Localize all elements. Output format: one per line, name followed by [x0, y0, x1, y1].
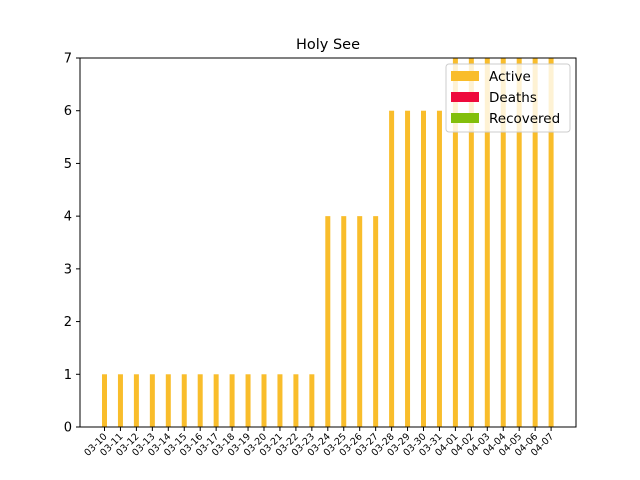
bar-active-03-10 — [102, 374, 107, 427]
bar-active-03-20 — [261, 374, 267, 427]
bar-active-03-27 — [373, 216, 379, 427]
bar-active-03-24 — [325, 216, 331, 427]
bar-active-03-26 — [357, 216, 363, 427]
bar-active-03-14 — [165, 374, 171, 427]
chart-title: Holy See — [296, 37, 360, 53]
bar-active-03-22 — [293, 374, 299, 427]
plot-frame — [79, 57, 577, 428]
bar-active-03-19 — [245, 374, 251, 427]
y-tick-label: 3 — [64, 262, 72, 277]
bar-active-03-12 — [133, 374, 139, 427]
y-tick-label: 6 — [64, 104, 72, 119]
bar-active-03-17 — [213, 374, 219, 427]
y-tick-label: 5 — [64, 157, 72, 172]
bar-active-03-21 — [277, 374, 283, 427]
y-tick-label: 1 — [64, 368, 72, 383]
bar-active-03-29 — [405, 110, 411, 427]
bar-active-04-05 — [516, 58, 522, 427]
bar-active-03-11 — [117, 374, 123, 427]
legend: Active Deaths Recovered — [445, 63, 571, 133]
bar-active-04-03 — [484, 58, 490, 427]
bar-active-04-04 — [500, 58, 506, 427]
legend-swatch-deaths — [451, 92, 479, 102]
bar-active-03-13 — [149, 374, 155, 427]
legend-swatch-recovered — [451, 113, 479, 123]
legend-label-deaths: Deaths — [489, 90, 537, 106]
bar-active-03-31 — [436, 110, 442, 427]
y-axis: 0 1 2 3 4 5 6 7 — [64, 52, 80, 436]
y-tick-label: 2 — [64, 315, 72, 330]
legend-label-active: Active — [489, 69, 531, 85]
bar-active-03-18 — [229, 374, 235, 427]
bar-active-03-23 — [309, 374, 315, 427]
bar-active-04-01 — [452, 58, 458, 427]
legend-label-recovered: Recovered — [489, 111, 560, 127]
bar-active-03-15 — [181, 374, 187, 427]
bar-active-04-06 — [532, 58, 538, 427]
bar-active-03-25 — [341, 216, 347, 427]
bar-active-03-30 — [421, 110, 426, 427]
bars-group — [102, 58, 554, 427]
bar-active-03-16 — [197, 374, 203, 427]
bar-active-04-02 — [468, 58, 474, 427]
bar-active-03-28 — [389, 110, 395, 427]
y-tick-label: 7 — [64, 52, 72, 67]
y-tick-label: 4 — [64, 210, 72, 225]
legend-swatch-active — [451, 71, 479, 81]
bar-active-04-07 — [548, 58, 554, 427]
x-axis: 03-1003-1103-1203-1303-1403-1503-1603-17… — [82, 427, 556, 459]
y-tick-label: 0 — [64, 421, 72, 436]
